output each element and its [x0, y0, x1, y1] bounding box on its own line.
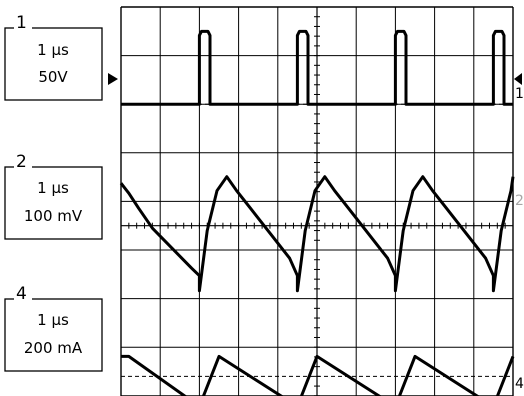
- channel-1-number: 1: [16, 13, 27, 33]
- channel-1-ref-arrow-icon: [108, 73, 118, 85]
- channel-4-trace: [121, 354, 515, 396]
- channel-4-number-bg: [14, 281, 32, 303]
- channel-4-right-marker: 4: [515, 376, 524, 392]
- channel-1-right-arrow-icon: [514, 73, 522, 85]
- channel-2-box: [4, 166, 103, 240]
- channel-1-box: [4, 27, 103, 101]
- channel-1-right-marker: 1: [515, 86, 524, 102]
- channel-4-box: [4, 298, 103, 372]
- channel-2-volt-scale: 100 mV: [24, 207, 83, 225]
- traces: [119, 29, 515, 396]
- channel-2-number: 2: [16, 152, 27, 172]
- channel-labels: 1 1 μs 50V 2 1 μs 100 mV 4 1 μs 200 mA 1…: [4, 10, 524, 392]
- channel-4-volt-scale: 200 mA: [24, 339, 83, 357]
- channel-4-number: 4: [16, 284, 27, 304]
- channel-1-label: 1 1 μs 50V: [4, 10, 103, 101]
- channel-1-volt-scale: 50V: [38, 68, 68, 86]
- channel-2-trace: [119, 175, 515, 293]
- channel-1-trace: [121, 29, 513, 106]
- channel-2-time-scale: 1 μs: [37, 179, 69, 197]
- channel-2-number-bg: [14, 149, 32, 171]
- channel-1-time-scale: 1 μs: [37, 41, 69, 59]
- graticule: [120, 6, 514, 396]
- channel-4-label: 4 1 μs 200 mA: [4, 281, 103, 372]
- channel-2-right-marker: 2: [515, 193, 524, 209]
- channel-2-label: 2 1 μs 100 mV: [4, 149, 103, 240]
- channel-1-number-bg: [14, 10, 32, 32]
- channel-4-time-scale: 1 μs: [37, 311, 69, 329]
